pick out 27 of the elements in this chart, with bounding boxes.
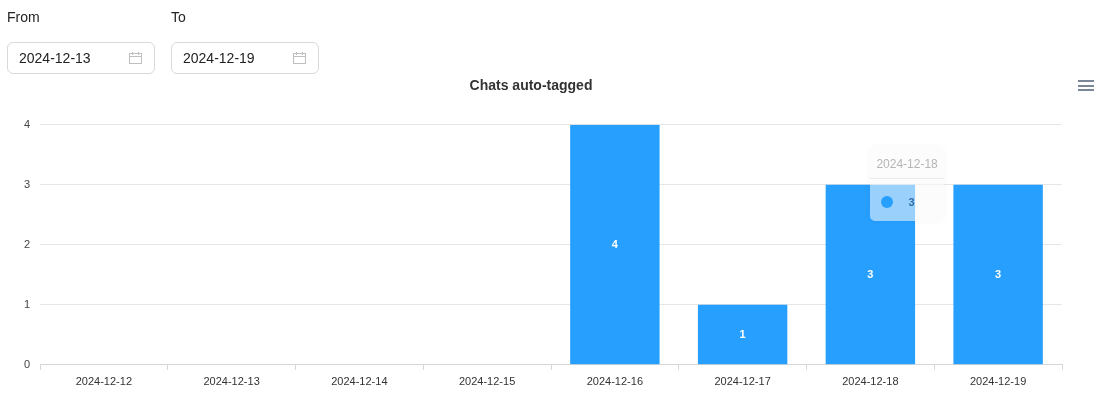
y-tick-label: 0 bbox=[23, 357, 30, 370]
y-tick-label: 3 bbox=[23, 177, 30, 190]
text: 2024-12-13 bbox=[19, 49, 91, 67]
text: 2024-12-19 bbox=[183, 49, 255, 67]
x-tick-label: 2024-12-17 bbox=[714, 375, 771, 388]
bar bbox=[570, 124, 660, 365]
text: From bbox=[7, 8, 40, 26]
y-tick-label: 1 bbox=[23, 297, 30, 310]
data-label: 4 bbox=[611, 237, 619, 250]
x-tick-label: 2024-12-16 bbox=[586, 375, 644, 388]
data-label: 3 bbox=[867, 267, 874, 280]
bar bbox=[953, 184, 1043, 365]
x-tick-label: 2024-12-14 bbox=[331, 375, 388, 388]
annotation: 2024-12-18 bbox=[876, 156, 938, 171]
annotation: 3 bbox=[908, 194, 915, 209]
x-tick-label: 2024-12-15 bbox=[458, 375, 516, 388]
x-tick-label: 2024-12-13 bbox=[203, 375, 260, 388]
x-tick-label: 2024-12-18 bbox=[842, 375, 899, 388]
text: To bbox=[171, 8, 186, 26]
data-label: 3 bbox=[995, 267, 1002, 280]
bar bbox=[697, 304, 788, 365]
chart-title: Chats auto-tagged bbox=[469, 77, 593, 94]
x-tick-label: 2024-12-19 bbox=[969, 375, 1027, 388]
y-tick-label: 4 bbox=[23, 117, 30, 130]
x-tick-label: 2024-12-12 bbox=[75, 375, 133, 388]
y-tick-label: 2 bbox=[23, 237, 30, 250]
data-label: 1 bbox=[739, 327, 746, 340]
